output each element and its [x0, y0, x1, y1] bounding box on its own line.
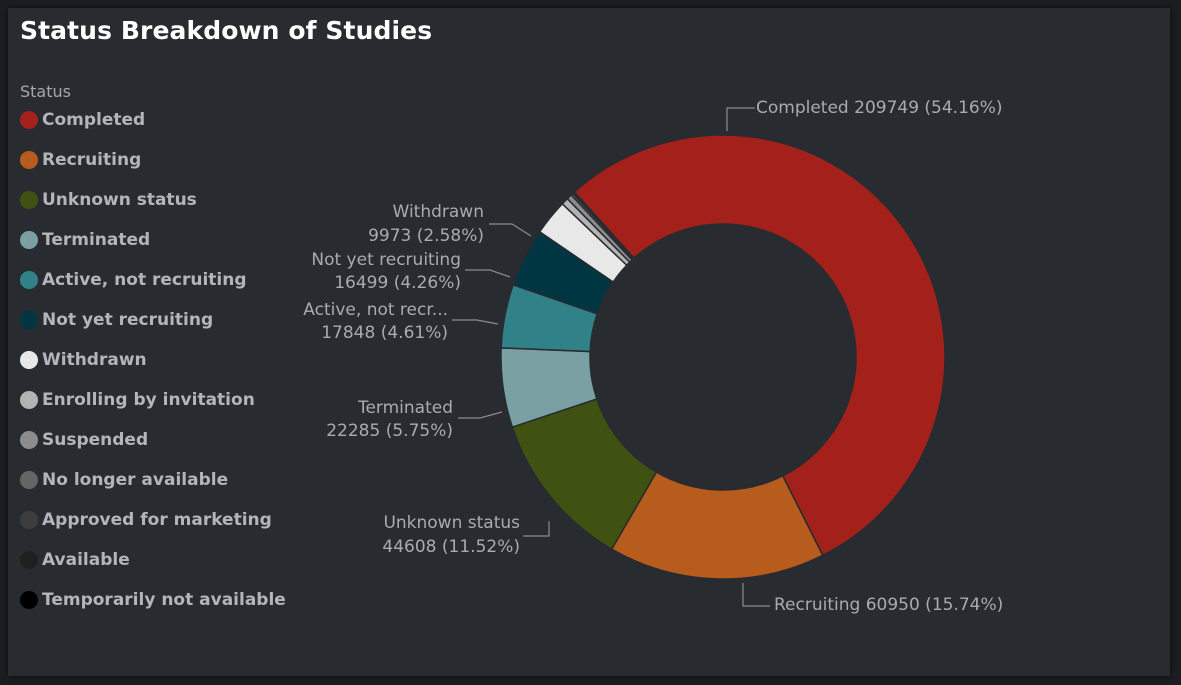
legend-item[interactable]: Approved for marketing [20, 500, 286, 540]
data-label: 16499 (4.26%) [334, 273, 461, 293]
leader-line [452, 319, 499, 325]
legend-color-dot [20, 151, 38, 169]
legend-item[interactable]: Temporarily not available [20, 580, 286, 620]
legend-item[interactable]: Completed [20, 100, 286, 140]
data-label: Withdrawn [393, 202, 484, 222]
legend-color-dot [20, 231, 38, 249]
leader-line [523, 521, 550, 537]
chart-panel: Status Breakdown of Studies Status Compl… [8, 8, 1170, 676]
legend-color-dot [20, 431, 38, 449]
leader-line [742, 583, 770, 607]
leader-line [465, 269, 511, 278]
legend: Status Completed Recruiting Unknown status… [20, 82, 286, 626]
legend-color-dot [20, 111, 38, 129]
legend-color-dot [20, 551, 38, 569]
legend-item-label: Not yet recruiting [42, 310, 214, 330]
pie-slice[interactable] [573, 134, 946, 557]
leader-line [489, 223, 532, 237]
data-label: 22285 (5.75%) [326, 421, 453, 441]
legend-item[interactable]: Enrolling by invitation [20, 380, 286, 420]
legend-item[interactable]: Suspended [20, 420, 286, 460]
legend-color-dot [20, 471, 38, 489]
legend-color-dot [20, 311, 38, 329]
chart-title: Status Breakdown of Studies [20, 16, 433, 45]
data-label: 17848 (4.61%) [321, 323, 448, 343]
legend-color-dot [20, 351, 38, 369]
legend-item-label: Completed [42, 110, 146, 130]
pie-slice[interactable] [573, 190, 636, 260]
legend-item[interactable]: Active, not recruiting [20, 260, 286, 300]
leader-line [726, 107, 755, 131]
data-label: Unknown status [383, 513, 520, 533]
leader-line [458, 411, 503, 419]
data-label: 44608 (11.52%) [382, 537, 520, 557]
legend-item[interactable]: Available [20, 540, 286, 580]
legend-item-label: Withdrawn [42, 350, 147, 370]
legend-item[interactable]: No longer available [20, 460, 286, 500]
legend-item-label: Temporarily not available [42, 590, 286, 610]
legend-color-dot [20, 511, 38, 529]
data-label: Active, not recr... [303, 300, 448, 320]
legend-color-dot [20, 271, 38, 289]
data-label: Completed 209749 (54.16%) [756, 98, 1003, 118]
data-label: Recruiting 60950 (15.74%) [774, 595, 1003, 615]
legend-item[interactable]: Recruiting [20, 140, 286, 180]
legend-item-label: Suspended [42, 430, 149, 450]
legend-item-label: Active, not recruiting [42, 270, 247, 290]
legend-item-label: Approved for marketing [42, 510, 272, 530]
legend-item[interactable]: Unknown status [20, 180, 286, 220]
data-label: Terminated [357, 398, 453, 418]
legend-item-label: Terminated [42, 230, 151, 250]
legend-item-label: Enrolling by invitation [42, 390, 255, 410]
legend-item-label: Unknown status [42, 190, 197, 210]
legend-item-label: Available [42, 550, 130, 570]
legend-title: Status [20, 82, 71, 101]
data-label: Not yet recruiting [311, 250, 461, 270]
legend-color-dot [20, 191, 38, 209]
legend-color-dot [20, 391, 38, 409]
legend-item-label: Recruiting [42, 150, 142, 170]
legend-item[interactable]: Not yet recruiting [20, 300, 286, 340]
legend-color-dot [20, 591, 38, 609]
legend-item[interactable]: Terminated [20, 220, 286, 260]
legend-item[interactable]: Withdrawn [20, 340, 286, 380]
data-label: 9973 (2.58%) [368, 226, 484, 246]
legend-item-label: No longer available [42, 470, 229, 490]
